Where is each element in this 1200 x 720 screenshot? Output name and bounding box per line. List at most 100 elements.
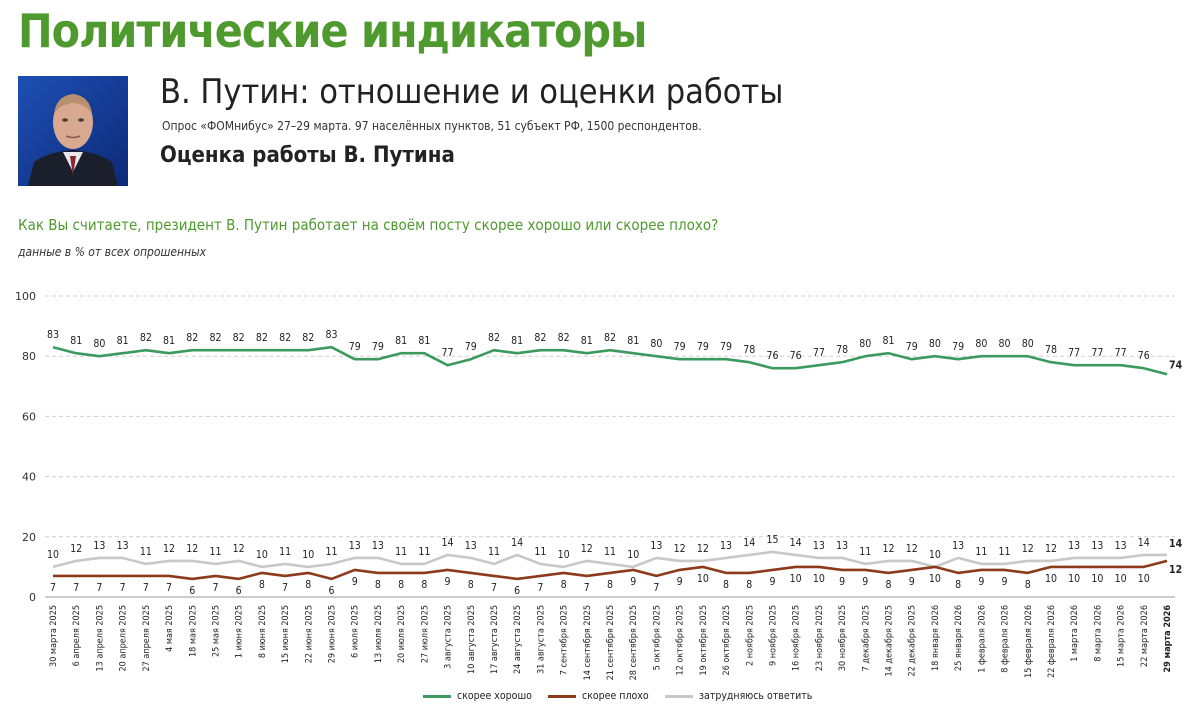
data-label-bad: 7 — [537, 582, 543, 594]
data-label-good: 78 — [743, 344, 755, 356]
data-label-bad: 10 — [1115, 573, 1127, 585]
data-label-unsure: 11 — [418, 546, 430, 558]
data-label-unsure: 13 — [1115, 540, 1127, 552]
x-tick-label: 5 октября 2025 — [651, 605, 662, 670]
data-label-bad: 9 — [630, 576, 636, 588]
data-label-bad: 6 — [328, 585, 334, 597]
data-label-good: 82 — [488, 332, 500, 344]
data-label-bad: 12 — [1169, 564, 1182, 576]
legend-label-good: скорее хорошо — [457, 690, 532, 702]
x-tick-label: 31 августа 2025 — [536, 605, 546, 674]
data-label-unsure: 14 — [1169, 538, 1183, 550]
data-label-good: 80 — [999, 338, 1011, 350]
data-label-unsure: 10 — [302, 549, 314, 561]
data-label-bad: 8 — [885, 579, 891, 591]
data-label-bad: 10 — [1045, 573, 1057, 585]
data-label-good: 77 — [1115, 347, 1127, 359]
x-tick-label: 22 июня 2025 — [304, 605, 314, 663]
data-label-bad: 8 — [468, 579, 474, 591]
data-label-unsure: 11 — [209, 546, 221, 558]
data-label-unsure: 14 — [790, 537, 802, 549]
data-label-bad: 9 — [909, 576, 915, 588]
data-label-good: 77 — [1068, 347, 1080, 359]
y-tick-label: 80 — [22, 350, 36, 363]
data-label-unsure: 13 — [93, 540, 105, 552]
data-label-unsure: 13 — [349, 540, 361, 552]
data-label-bad: 10 — [697, 573, 709, 585]
data-label-bad: 7 — [73, 582, 79, 594]
y-tick-label: 40 — [22, 471, 36, 484]
data-label-good: 82 — [534, 332, 546, 344]
x-tick-label: 3 августа 2025 — [444, 605, 454, 669]
data-label-good: 80 — [929, 338, 941, 350]
legend-swatch-bad — [548, 694, 576, 698]
x-tick-label: 10 августа 2025 — [467, 605, 477, 674]
data-label-good: 82 — [140, 332, 152, 344]
data-label-unsure: 14 — [743, 537, 755, 549]
data-label-good: 74 — [1169, 359, 1183, 371]
data-label-unsure: 13 — [650, 540, 662, 552]
x-tick-label: 18 января 2026 — [931, 605, 941, 671]
x-tick-label: 6 апреля 2025 — [72, 605, 82, 666]
x-tick-label: 19 октября 2025 — [698, 605, 709, 675]
x-tick-label: 25 января 2026 — [954, 605, 964, 671]
data-label-unsure: 10 — [558, 549, 570, 561]
x-tick-label: 27 июля 2025 — [420, 605, 430, 663]
x-tick-label: 27 апреля 2025 — [142, 605, 152, 671]
data-label-unsure: 12 — [70, 543, 82, 555]
section-title: Оценка работы В. Путина — [160, 143, 455, 168]
x-tick-label: 29 июня 2025 — [328, 605, 338, 663]
legend-swatch-unsure — [665, 694, 693, 698]
series-line-bad — [53, 559, 1168, 581]
x-tick-label: 22 февраля 2026 — [1047, 605, 1057, 678]
legend-swatch-good — [423, 694, 451, 698]
x-tick-label: 22 марта 2026 — [1140, 605, 1150, 667]
data-label-unsure: 11 — [140, 546, 152, 558]
x-tick-label: 8 марта 2026 — [1093, 605, 1103, 662]
data-label-unsure: 13 — [465, 540, 477, 552]
data-label-good: 82 — [604, 332, 616, 344]
data-label-good: 79 — [674, 341, 686, 353]
y-tick-label: 100 — [15, 290, 36, 303]
x-tick-label: 21 сентября 2025 — [605, 605, 616, 680]
data-label-good: 81 — [511, 335, 523, 347]
data-label-bad: 9 — [352, 576, 358, 588]
data-label-unsure: 10 — [929, 549, 941, 561]
data-label-unsure: 12 — [233, 543, 245, 555]
series-line-unsure — [52, 550, 1167, 569]
data-label-bad: 8 — [375, 579, 381, 591]
data-label-good: 80 — [859, 338, 871, 350]
data-label-good: 77 — [1091, 347, 1103, 359]
data-label-bad: 9 — [862, 576, 868, 588]
data-label-bad: 7 — [584, 582, 590, 594]
data-label-unsure: 11 — [488, 546, 500, 558]
data-label-unsure: 12 — [697, 543, 709, 555]
data-label-good: 76 — [1138, 350, 1150, 362]
data-label-bad: 7 — [120, 582, 126, 594]
x-tick-label: 12 октября 2025 — [675, 605, 686, 675]
x-tick-label: 24 августа 2025 — [513, 605, 523, 674]
data-label-unsure: 12 — [1022, 543, 1034, 555]
data-label-unsure: 11 — [999, 546, 1011, 558]
data-label-good: 81 — [163, 335, 175, 347]
line-chart: 0 20 40 60 80 100 30 марта 2025 6 апреля 2025 13… — [15, 290, 1183, 680]
data-note: данные в % от всех опрошенных — [18, 245, 207, 259]
data-label-bad: 6 — [236, 585, 242, 597]
x-tick-label: 2 ноября 2025 — [744, 605, 755, 666]
data-label-good: 81 — [882, 335, 894, 347]
data-label-good: 82 — [233, 332, 245, 344]
data-label-unsure: 11 — [604, 546, 616, 558]
x-tick-label: 29 марта 2026 — [1163, 605, 1173, 673]
x-tick-label: 30 марта 2025 — [49, 605, 59, 667]
data-label-good: 82 — [302, 332, 314, 344]
x-tick-label: 20 июля 2025 — [397, 605, 407, 663]
data-label-bad: 8 — [1025, 579, 1031, 591]
legend-item-bad: скорее плохо — [548, 690, 649, 702]
data-label-good: 80 — [975, 338, 987, 350]
data-label-bad: 7 — [491, 582, 497, 594]
data-label-unsure: 12 — [1045, 543, 1057, 555]
data-label-bad: 8 — [607, 579, 613, 591]
x-tick-label: 15 марта 2026 — [1117, 605, 1127, 667]
data-label-unsure: 13 — [1091, 540, 1103, 552]
legend-label-bad: скорее плохо — [582, 690, 649, 702]
